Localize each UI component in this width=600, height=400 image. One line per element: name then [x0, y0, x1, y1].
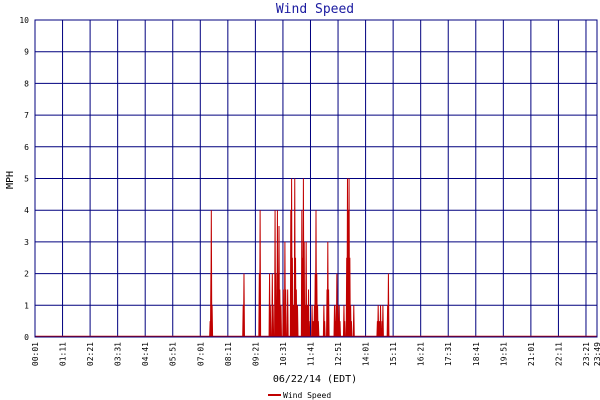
x-tick-label: 11:41 [306, 342, 315, 366]
x-tick-label: 09:21 [251, 342, 260, 366]
y-tick-label: 10 [19, 16, 29, 25]
y-tick-label: 3 [24, 238, 29, 247]
y-tick-label: 2 [24, 270, 29, 279]
y-tick-label: 0 [24, 333, 29, 342]
x-tick-label: 19:51 [499, 342, 508, 366]
x-tick-label: 05:51 [169, 342, 178, 366]
x-tick-label: 15:11 [389, 342, 398, 366]
x-tick-label: 00:01 [31, 342, 40, 366]
plot-frame [34, 19, 598, 338]
y-tick-label: 7 [24, 111, 29, 120]
x-tick-label: 03:31 [114, 342, 123, 366]
x-tick-label: 23:49 [593, 342, 600, 366]
y-tick-label: 6 [24, 143, 29, 152]
y-tick-labels: 0 1 2 3 4 5 6 7 8 9 10 [19, 16, 29, 342]
chart-title: Wind Speed [276, 2, 354, 17]
x-tick-labels: 00:01 01:11 02:21 03:31 04:41 05:51 07:01 08:11… [31, 342, 600, 366]
x-tick-label: 01:11 [59, 342, 68, 366]
y-tick-label: 1 [24, 301, 29, 310]
x-tick-label: 04:41 [141, 342, 150, 366]
series-line-wind-speed [35, 178, 597, 338]
y-tick-label: 9 [24, 48, 29, 57]
x-tick-label: 18:41 [472, 342, 481, 366]
x-tick-label: 17:31 [444, 342, 453, 366]
y-tick-label: 4 [24, 206, 29, 215]
y-axis-label: MPH [5, 171, 16, 189]
x-tick-label: 14:01 [362, 342, 371, 366]
x-tick-label: 22:11 [554, 342, 563, 366]
legend-label-wind-speed: Wind Speed [283, 391, 331, 400]
x-tick-label: 21:01 [527, 342, 536, 366]
y-tick-label: 8 [24, 79, 29, 88]
y-tick-label: 5 [24, 175, 29, 184]
series-wind-speed [35, 178, 597, 338]
plot-border [34, 19, 598, 338]
legend: Wind Speed [268, 391, 331, 400]
x-tick-label: 16:21 [417, 342, 426, 366]
x-axis-label: 06/22/14 (EDT) [273, 374, 357, 385]
x-tick-label: 10:31 [279, 342, 288, 366]
x-tick-label: 07:01 [196, 342, 205, 366]
x-tick-label: 12:51 [334, 342, 343, 366]
x-tick-label: 02:21 [86, 342, 95, 366]
x-tick-label: 23:21 [582, 342, 591, 366]
x-tick-label: 08:11 [224, 342, 233, 366]
